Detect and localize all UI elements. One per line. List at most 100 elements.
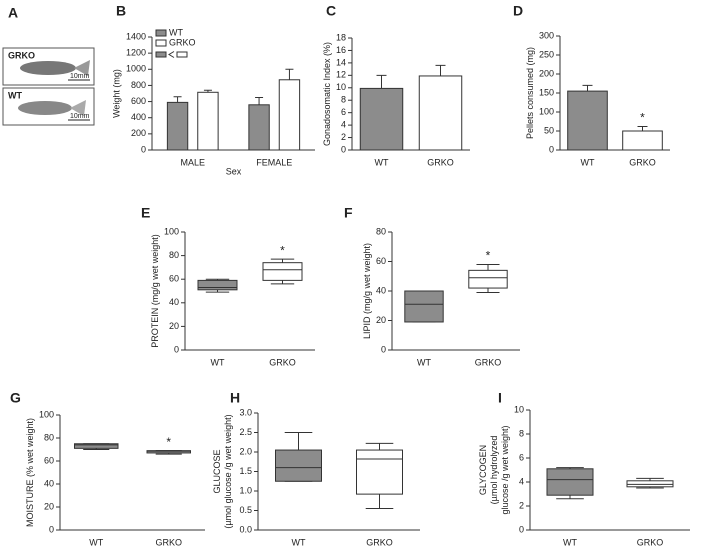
box (546, 468, 594, 496)
y-tick-label: 1200 (126, 48, 146, 58)
y-tick-label: 0 (549, 144, 554, 154)
legend-note-swatch (176, 51, 188, 58)
legend-swatch (155, 29, 167, 37)
x-tick-label: GRKO (629, 157, 656, 167)
y-tick-label: 8 (519, 428, 524, 438)
y-tick-label: 0.5 (239, 505, 252, 515)
y-tick-label: 20 (169, 321, 179, 331)
bar (248, 104, 270, 151)
y-tick-label: 0 (49, 524, 54, 534)
box (262, 262, 303, 281)
x-tick-label: GRKO (637, 537, 664, 547)
y-axis-label: glucose /g wet weight) (500, 425, 510, 514)
box (197, 279, 238, 291)
y-axis-label: MOISTURE (% wet weight) (25, 418, 35, 527)
legend-note-symbol (168, 51, 175, 58)
panel: F 0 20 40 60 80 LIPID (mg/g wet weight) WT GRKO * (344, 205, 520, 367)
fish-tail (74, 60, 90, 76)
bar (567, 90, 608, 151)
y-tick-label: 1.5 (239, 466, 252, 476)
y-tick-label: 0 (174, 344, 179, 354)
whisker (365, 442, 394, 451)
fish-label: WT (8, 90, 22, 100)
x-tick-label: GRKO (155, 537, 182, 547)
x-tick-label: MALE (180, 157, 205, 167)
error-bar (637, 125, 648, 131)
y-tick-label: 60 (376, 256, 386, 266)
y-tick-label: 100 (39, 409, 54, 419)
box (356, 449, 403, 495)
panel: D 0 50 100 150 200 250 300 Pellets consumed (mg)… (513, 3, 670, 167)
scale-label: 10mm (70, 113, 90, 120)
x-tick-label: GRKO (269, 357, 296, 367)
y-tick-label: 8 (341, 95, 346, 105)
y-tick-label: 2 (519, 500, 524, 510)
y-tick-label: 10 (514, 404, 524, 414)
panel-letter: A (8, 5, 18, 21)
x-tick-label: FEMALE (256, 157, 292, 167)
y-tick-label: 300 (539, 30, 554, 40)
y-tick-label: 40 (169, 297, 179, 307)
y-tick-label: 600 (131, 96, 146, 106)
legend-label: WT (169, 27, 183, 37)
x-tick-label: WT (417, 357, 431, 367)
panel-letter: E (141, 205, 150, 221)
y-tick-label: 0 (519, 524, 524, 534)
y-axis-label: GLYCOGEN (478, 445, 488, 495)
y-tick-label: 1000 (126, 64, 146, 74)
y-tick-label: 100 (539, 106, 554, 116)
y-tick-label: 4 (519, 476, 524, 486)
whisker (476, 263, 500, 271)
bar (359, 87, 404, 151)
whisker (270, 258, 295, 263)
significance: * (486, 249, 491, 263)
y-axis-label: PROTEIN (mg/g wet weight) (150, 234, 160, 348)
whisker (556, 495, 584, 500)
fish (20, 61, 76, 75)
whisker (476, 288, 500, 293)
whisker (270, 280, 295, 285)
panel: C 0 2 4 6 8 10 12 14 16 18 Gonadosomatic Index (%) W… (322, 3, 470, 167)
box (275, 449, 322, 482)
panel-letter: F (344, 205, 353, 221)
bar (418, 75, 463, 151)
whisker (365, 494, 394, 510)
y-tick-label: 150 (539, 87, 554, 97)
y-tick-label: 2 (341, 132, 346, 142)
y-tick-label: 2.0 (239, 446, 252, 456)
bar (278, 79, 301, 151)
significance: * (640, 111, 645, 125)
bar (166, 101, 189, 151)
y-tick-label: 0 (381, 344, 386, 354)
panel-letter: D (513, 3, 523, 19)
y-tick-label: 6 (341, 107, 346, 117)
legend-label: GRKO (169, 37, 196, 47)
fish-label: GRKO (8, 50, 35, 60)
y-tick-label: 0 (141, 144, 146, 154)
box (74, 443, 119, 449)
y-tick-label: 10 (336, 82, 346, 92)
y-tick-label: 14 (336, 57, 346, 67)
panel: G 0 20 40 60 80 100 MOISTURE (% wet weight) WT GR… (10, 390, 205, 547)
x-axis-label: Sex (226, 166, 242, 176)
y-tick-label: 1400 (126, 31, 146, 41)
y-tick-label: 60 (169, 274, 179, 284)
y-tick-label: 0 (341, 144, 346, 154)
y-tick-label: 100 (164, 226, 179, 236)
error-bar (173, 96, 182, 103)
bar (197, 91, 219, 151)
y-tick-label: 16 (336, 45, 346, 55)
y-tick-label: 200 (131, 128, 146, 138)
x-tick-label: GRKO (366, 537, 393, 547)
scale-label: 10mm (70, 73, 90, 80)
y-tick-label: 60 (44, 455, 54, 465)
y-axis-label: Gonadosomatic Index (%) (322, 42, 332, 146)
whisker (284, 432, 313, 451)
panel: E 0 20 40 60 80 100 PROTEIN (mg/g wet weight) WT… (141, 205, 315, 367)
x-tick-label: GRKO (475, 357, 502, 367)
panel: I 0 2 4 6 8 10 GLYCOGEN (µmol hydrolyzed glucose … (478, 390, 690, 547)
bar (622, 130, 663, 151)
panel-a: A GRKO 10mm WT 10mm (2, 5, 95, 126)
y-tick-label: 20 (44, 501, 54, 511)
y-tick-label: 400 (131, 112, 146, 122)
